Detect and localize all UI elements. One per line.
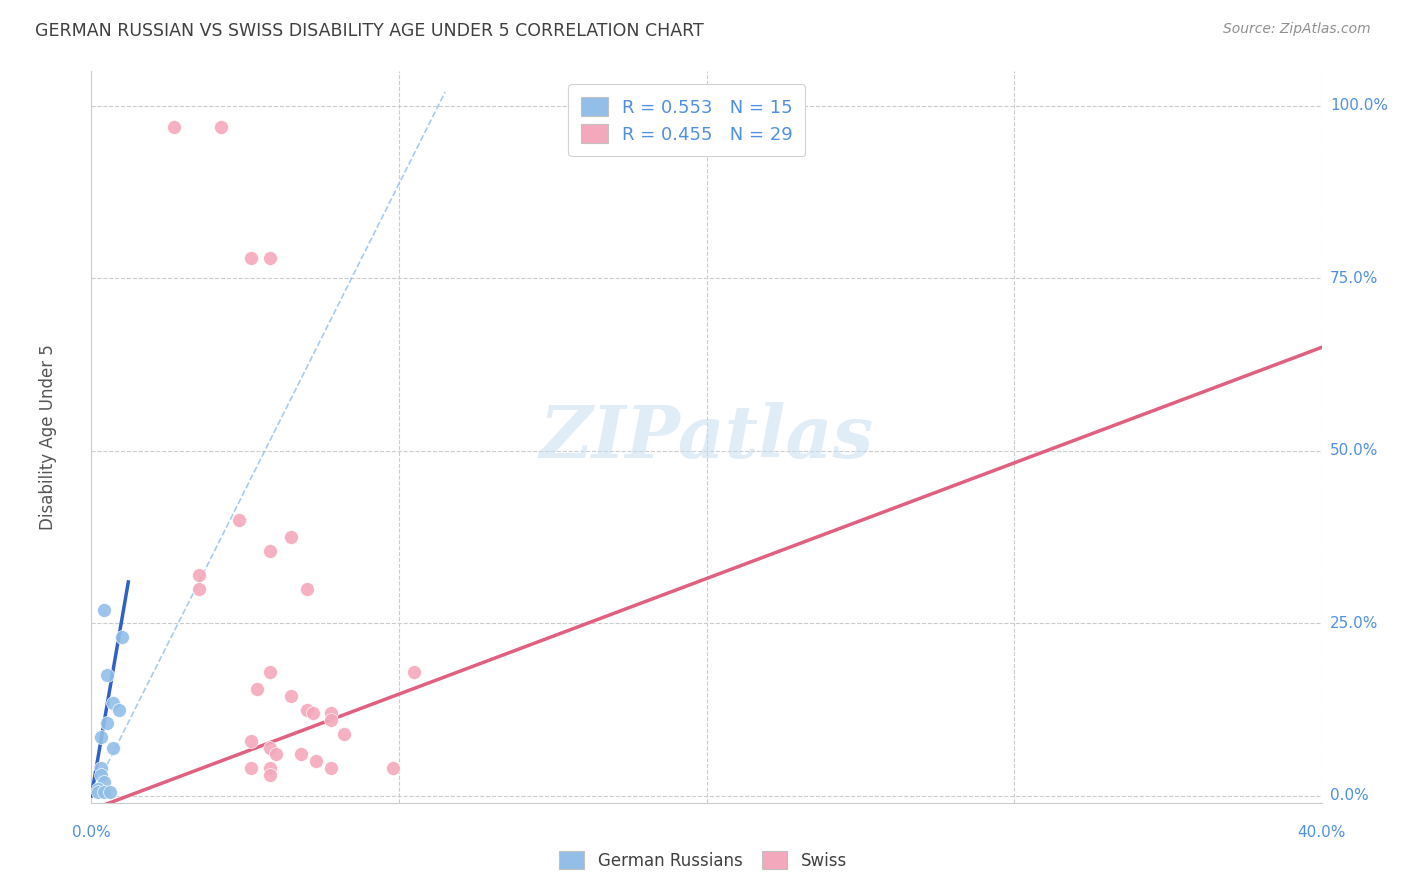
- Text: 25.0%: 25.0%: [1330, 615, 1378, 631]
- Point: [86, 782, 108, 797]
- Point: [93, 602, 115, 616]
- Text: 75.0%: 75.0%: [1330, 271, 1378, 285]
- Text: Disability Age Under 5: Disability Age Under 5: [39, 344, 58, 530]
- Point: [90, 768, 112, 782]
- Text: Source: ZipAtlas.com: Source: ZipAtlas.com: [1223, 22, 1371, 37]
- Point: [259, 544, 281, 558]
- Point: [240, 761, 263, 775]
- Legend: R = 0.553   N = 15, R = 0.455   N = 29: R = 0.553 N = 15, R = 0.455 N = 29: [568, 84, 806, 156]
- Point: [332, 727, 354, 741]
- Point: [295, 582, 318, 596]
- Point: [98, 785, 121, 799]
- Point: [295, 703, 318, 717]
- Point: [86, 785, 108, 799]
- Text: 0.0%: 0.0%: [72, 825, 111, 839]
- Point: [381, 761, 404, 775]
- Point: [93, 775, 115, 789]
- Point: [290, 747, 312, 762]
- Point: [90, 731, 112, 745]
- Point: [240, 251, 263, 265]
- Point: [90, 761, 112, 775]
- Point: [259, 665, 281, 679]
- Point: [259, 768, 281, 782]
- Point: [101, 696, 124, 710]
- Point: [101, 740, 124, 755]
- Point: [404, 665, 426, 679]
- Point: [259, 740, 281, 755]
- Point: [246, 681, 269, 696]
- Text: 100.0%: 100.0%: [1330, 98, 1388, 113]
- Point: [188, 568, 211, 582]
- Point: [96, 668, 118, 682]
- Point: [188, 582, 211, 596]
- Text: 0.0%: 0.0%: [1330, 789, 1368, 804]
- Point: [321, 706, 343, 720]
- Point: [301, 706, 323, 720]
- Point: [93, 785, 115, 799]
- Point: [111, 630, 134, 644]
- Point: [108, 703, 131, 717]
- Point: [321, 761, 343, 775]
- Point: [163, 120, 186, 134]
- Point: [259, 251, 281, 265]
- Point: [305, 755, 328, 769]
- Point: [280, 530, 302, 544]
- Text: 50.0%: 50.0%: [1330, 443, 1378, 458]
- Point: [280, 689, 302, 703]
- Text: GERMAN RUSSIAN VS SWISS DISABILITY AGE UNDER 5 CORRELATION CHART: GERMAN RUSSIAN VS SWISS DISABILITY AGE U…: [35, 22, 704, 40]
- Text: 40.0%: 40.0%: [1298, 825, 1346, 839]
- Point: [259, 761, 281, 775]
- Point: [96, 716, 118, 731]
- Point: [240, 733, 263, 747]
- Point: [209, 120, 232, 134]
- Point: [321, 713, 343, 727]
- Text: ZIPatlas: ZIPatlas: [540, 401, 873, 473]
- Point: [228, 513, 250, 527]
- Point: [264, 747, 287, 762]
- Legend: German Russians, Swiss: German Russians, Swiss: [553, 845, 853, 877]
